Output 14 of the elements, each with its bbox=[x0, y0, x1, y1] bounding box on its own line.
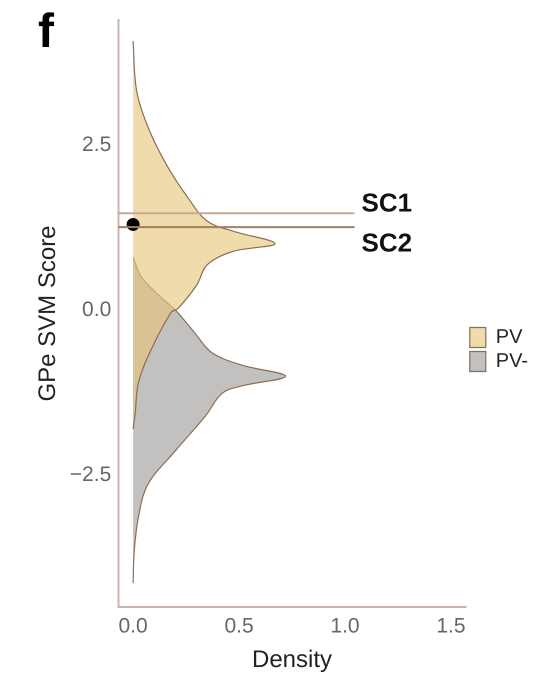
ref-line-label: SC2 bbox=[362, 227, 412, 258]
y-tick-label: 0.0 bbox=[82, 298, 112, 321]
y-axis-title: GPe SVM Score bbox=[34, 225, 62, 402]
legend-label: PV bbox=[496, 326, 524, 348]
x-tick-label: 1.0 bbox=[330, 614, 360, 638]
x-tick-label: 0.0 bbox=[118, 614, 148, 638]
y-tick-label: 2.5 bbox=[82, 133, 112, 156]
y-tick-label: −2.5 bbox=[70, 462, 112, 486]
x-tick-label: 1.5 bbox=[436, 614, 466, 638]
chart-title: f bbox=[38, 5, 55, 58]
ref-line-label: SC1 bbox=[362, 187, 412, 218]
x-axis-title: Density bbox=[252, 646, 332, 674]
x-tick-label: 0.5 bbox=[224, 614, 254, 638]
legend-label: PV- bbox=[496, 350, 528, 372]
